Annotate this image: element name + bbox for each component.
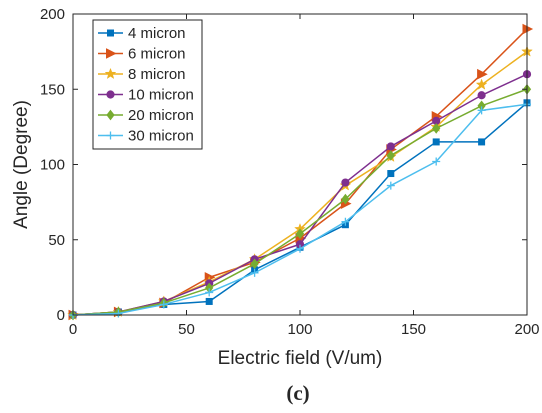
data-point bbox=[341, 217, 350, 226]
data-point bbox=[341, 178, 350, 187]
data-point bbox=[386, 142, 395, 151]
legend-label: 10 micron bbox=[128, 87, 194, 104]
legend-marker bbox=[106, 48, 117, 59]
legend-label: 4 micron bbox=[128, 25, 186, 42]
data-point bbox=[477, 68, 488, 80]
data-point bbox=[477, 106, 486, 115]
data-point bbox=[341, 193, 350, 205]
data-point bbox=[432, 138, 440, 146]
data-point bbox=[250, 258, 259, 270]
data-point bbox=[475, 78, 488, 90]
data-point bbox=[387, 170, 395, 178]
legend-item: 10 micron bbox=[98, 87, 194, 104]
figure-caption: (c) bbox=[286, 381, 309, 405]
legend-marker bbox=[106, 109, 115, 121]
legend-item: 4 micron bbox=[98, 25, 186, 42]
x-tick-label: 50 bbox=[178, 321, 195, 338]
data-point bbox=[478, 138, 486, 146]
data-point bbox=[432, 157, 441, 166]
legend-marker bbox=[106, 90, 115, 99]
data-point bbox=[114, 309, 123, 318]
legend-item: 6 micron bbox=[98, 46, 186, 63]
legend-label: 6 micron bbox=[128, 46, 186, 63]
legend-item: 30 micron bbox=[98, 128, 194, 145]
legend: 4 micron 6 micron 8 micron 10 micron 20 micr… bbox=[92, 19, 203, 150]
data-point bbox=[432, 123, 441, 134]
data-point bbox=[205, 288, 214, 297]
legend-marker bbox=[106, 131, 115, 140]
data-point bbox=[295, 228, 305, 240]
y-axis-label: Angle (Degree) bbox=[11, 100, 32, 229]
x-tick-label: 150 bbox=[401, 321, 426, 338]
legend-item: 8 micron bbox=[98, 66, 186, 83]
x-tick-label: 200 bbox=[514, 321, 539, 338]
data-point bbox=[477, 91, 486, 100]
legend-label: 8 micron bbox=[128, 66, 186, 83]
legend-marker bbox=[107, 29, 114, 37]
data-point bbox=[159, 300, 168, 309]
data-point bbox=[386, 181, 395, 190]
y-tick-label: 100 bbox=[40, 157, 65, 174]
x-tick-label: 100 bbox=[287, 321, 312, 338]
x-axis-label: Electric field (V/um) bbox=[218, 348, 383, 369]
legend-marker bbox=[104, 67, 117, 80]
axis-ticks: 0 50 100 150 200 0 50 100 150 200 bbox=[40, 6, 540, 338]
legend-label: 30 micron bbox=[128, 128, 194, 145]
data-point bbox=[250, 268, 259, 277]
data-point bbox=[205, 297, 213, 305]
y-tick-label: 150 bbox=[40, 81, 65, 98]
legend-label: 20 micron bbox=[128, 107, 194, 124]
legend-item: 20 micron bbox=[98, 107, 194, 124]
y-tick-label: 0 bbox=[57, 307, 65, 324]
y-tick-label: 50 bbox=[48, 232, 65, 249]
y-tick-label: 200 bbox=[40, 6, 65, 23]
x-tick-label: 0 bbox=[69, 321, 77, 338]
legend-box bbox=[92, 19, 203, 150]
data-point bbox=[296, 244, 304, 253]
data-point bbox=[386, 150, 395, 161]
